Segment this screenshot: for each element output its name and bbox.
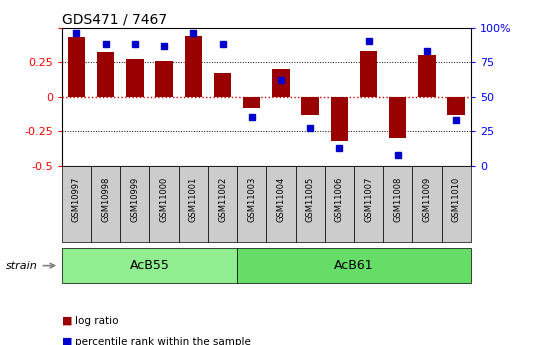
Bar bbox=[301, 97, 319, 115]
Bar bbox=[448, 97, 465, 115]
Text: ■: ■ bbox=[62, 316, 73, 326]
Bar bbox=[97, 52, 115, 97]
Text: GSM11000: GSM11000 bbox=[160, 177, 168, 222]
Bar bbox=[126, 59, 144, 97]
Bar bbox=[360, 51, 377, 97]
Text: GSM10998: GSM10998 bbox=[101, 177, 110, 223]
Bar bbox=[155, 61, 173, 97]
Text: GSM10999: GSM10999 bbox=[130, 177, 139, 222]
Text: GSM11010: GSM11010 bbox=[451, 177, 461, 222]
Bar bbox=[185, 36, 202, 97]
Text: GSM11002: GSM11002 bbox=[218, 177, 227, 222]
Text: GSM11003: GSM11003 bbox=[247, 177, 256, 223]
Text: AcB61: AcB61 bbox=[334, 259, 374, 272]
Text: GSM11008: GSM11008 bbox=[393, 177, 402, 223]
Bar bbox=[389, 97, 407, 138]
Text: AcB55: AcB55 bbox=[130, 259, 169, 272]
Text: log ratio: log ratio bbox=[75, 316, 119, 326]
Text: GSM11009: GSM11009 bbox=[422, 177, 431, 222]
Bar bbox=[330, 97, 348, 141]
Text: strain: strain bbox=[5, 261, 37, 270]
Bar bbox=[272, 69, 289, 97]
Text: GSM11004: GSM11004 bbox=[277, 177, 286, 222]
Text: GSM11001: GSM11001 bbox=[189, 177, 198, 222]
Text: GSM10997: GSM10997 bbox=[72, 177, 81, 223]
Text: GSM11006: GSM11006 bbox=[335, 177, 344, 223]
Text: percentile rank within the sample: percentile rank within the sample bbox=[75, 337, 251, 345]
Bar bbox=[214, 73, 231, 97]
Text: GDS471 / 7467: GDS471 / 7467 bbox=[62, 12, 167, 27]
Text: ■: ■ bbox=[62, 337, 73, 345]
Text: GSM11007: GSM11007 bbox=[364, 177, 373, 223]
Bar bbox=[418, 55, 436, 97]
Bar bbox=[68, 37, 85, 97]
Bar bbox=[243, 97, 260, 108]
Text: GSM11005: GSM11005 bbox=[306, 177, 315, 222]
